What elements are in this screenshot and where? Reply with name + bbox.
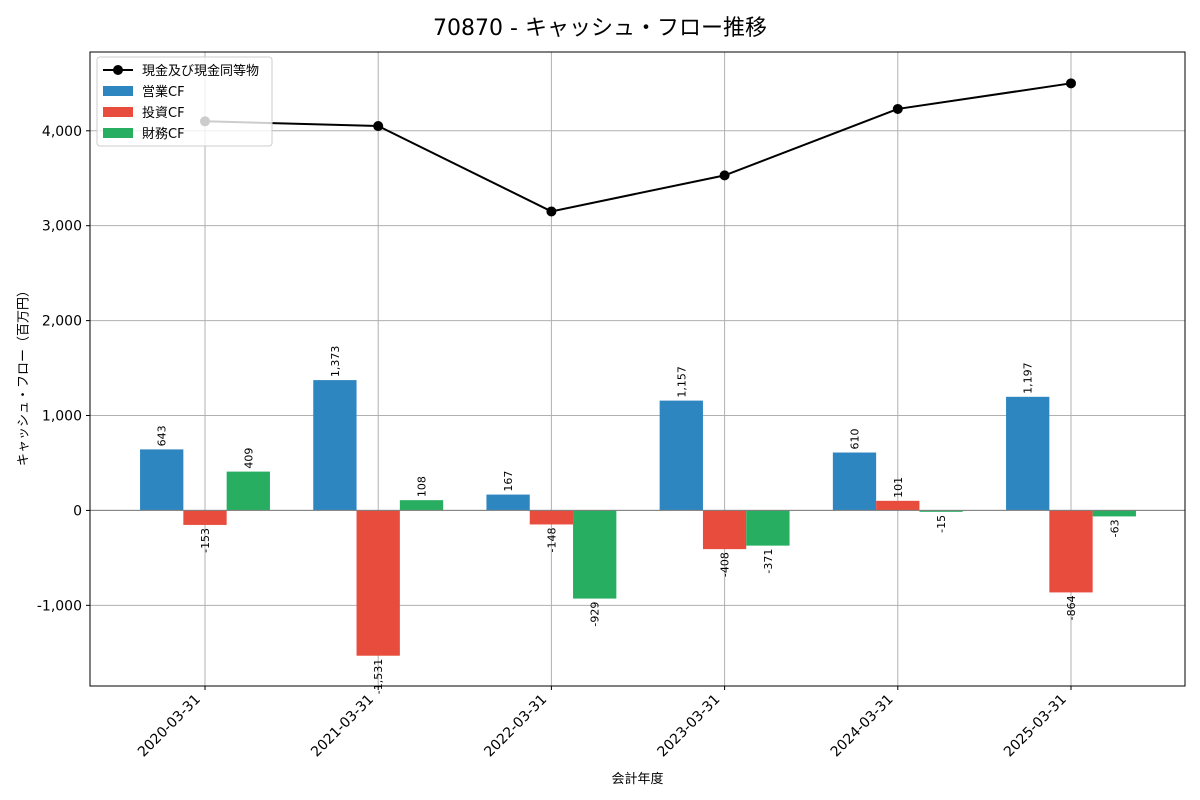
x-tick-label: 2020-03-31 [135,692,204,761]
bar [919,510,963,512]
bar-value-label: 1,157 [675,366,688,398]
bar-value-label: -408 [719,552,732,577]
bar-value-label: 643 [156,425,169,446]
bar-value-label: -153 [199,528,212,553]
y-tick-label: -1,000 [37,598,82,614]
legend-label: 現金及び現金同等物 [142,63,259,79]
bar-value-label: -864 [1065,595,1078,620]
chart-title: 70870 - キャッシュ・フロー推移 [433,16,767,41]
bar-value-label: -1,531 [372,659,385,694]
y-tick-label: 1,000 [42,409,82,425]
y-tick-label: 3,000 [42,219,82,235]
y-tick-label: 0 [73,503,82,519]
legend-marker [113,65,123,75]
bar-value-label: 610 [849,429,862,450]
bar-value-label: 1,197 [1022,362,1035,394]
bar-value-label: 1,373 [329,346,342,378]
cash-point [892,103,903,114]
cash-line [204,82,1072,213]
bar [1006,396,1050,511]
cash-point [546,206,557,217]
bar [876,500,920,511]
legend-label: 営業CF [142,84,185,100]
x-tick-label: 2024-03-31 [828,692,897,761]
bar [659,400,703,511]
legend-swatch [103,107,133,117]
bar [183,510,227,525]
legend-label: 財務CF [142,127,185,142]
cash-point [373,121,384,132]
bar-value-label: -63 [1108,519,1121,537]
bar [356,510,400,656]
x-tick-label: 2021-03-31 [308,692,377,761]
x-tick-label: 2025-03-31 [1001,692,1070,761]
legend-label: 投資CF [142,105,185,121]
bar [702,510,747,550]
bar-value-label: 409 [242,448,255,469]
x-tick-label: 2022-03-31 [481,692,550,761]
bar [399,500,444,511]
y-tick-label: 2,000 [42,314,82,330]
bar-value-label: -148 [545,527,558,552]
bar [573,510,617,599]
bar-value-label: -15 [935,515,948,533]
y-tick-label: 4,000 [42,124,82,140]
cash-point [719,170,730,181]
bar [832,452,877,511]
bar [1092,510,1136,517]
bar [140,449,184,511]
plot-frame [89,51,1186,687]
x-axis-title: 会計年度 [611,772,664,787]
bar [529,510,574,525]
bar [226,471,270,511]
legend-box [96,56,273,147]
bar-value-label: 101 [892,477,905,498]
bar [486,494,530,511]
bar-value-label: 108 [416,476,429,497]
x-tick-label: 2023-03-31 [655,692,724,761]
bar-value-label: 167 [502,471,515,492]
legend-swatch [103,86,133,96]
bar-value-label: -929 [589,602,602,627]
cash-point [1066,78,1076,89]
bar-value-label: -371 [762,549,775,574]
bar [313,380,357,511]
legend-swatch [103,128,133,138]
bar [746,510,790,546]
bar [1049,510,1093,593]
